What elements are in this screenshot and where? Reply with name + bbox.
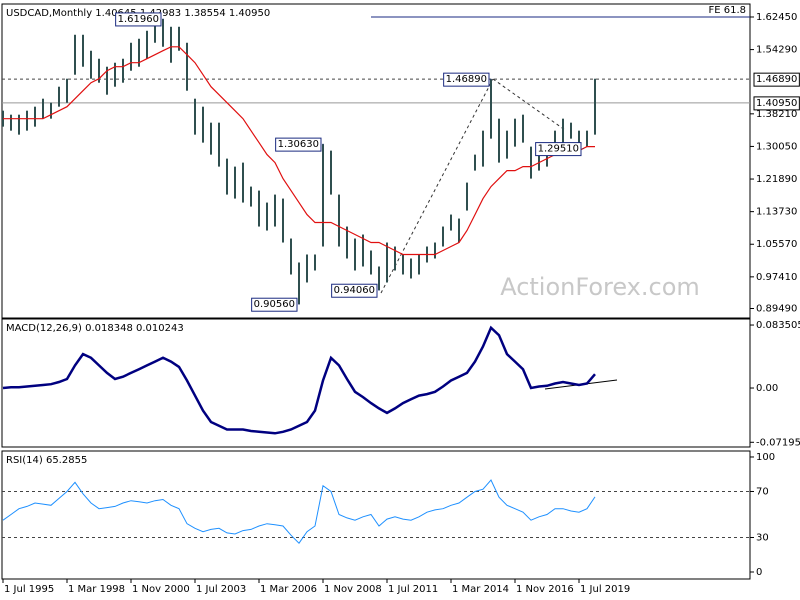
y-tick-label: 0.00 (756, 383, 778, 394)
x-tick-label: 1 Nov 2016 (516, 584, 574, 595)
y-tick-label: 1.30050 (756, 141, 797, 152)
label-box (535, 142, 582, 157)
y-tick-label: 1.05570 (756, 239, 797, 250)
level-label: 1.40950 (756, 98, 797, 109)
x-tick-label: 1 Jul 2011 (388, 584, 438, 595)
indicator-line (2, 479, 596, 544)
annotation-anchor (582, 148, 584, 150)
x-tick-label: 1 Jul 2019 (580, 584, 630, 595)
label-box (251, 297, 298, 312)
y-tick-label: 1.54290 (756, 45, 797, 56)
x-tick-label: 1 Mar 2014 (452, 584, 509, 595)
price-annotation: 1.61960 (118, 14, 159, 25)
y-tick-label: -0.07195 (756, 437, 800, 448)
price-annotation: 1.46890 (446, 74, 487, 85)
moving-average (3, 46, 595, 256)
level-label: 1.46890 (756, 74, 797, 85)
price-annotation: 0.90560 (254, 299, 295, 310)
price-annotation: 1.30630 (278, 139, 319, 150)
y-tick-label: 1.38210 (756, 109, 797, 120)
panel-title: RSI(14) 65.2855 (6, 455, 87, 466)
y-tick-label: 0.89490 (756, 303, 797, 314)
annotation-anchor (378, 289, 380, 291)
annotation-anchor (322, 143, 324, 145)
price-panel (1, 3, 751, 319)
panel-title: MACD(12,26,9) 0.018348 0.010243 (6, 323, 184, 334)
annotation-anchor (490, 78, 492, 80)
rsi-panel (1, 450, 751, 580)
x-tick-label: 1 Jul 2003 (196, 584, 246, 595)
label-box (443, 72, 490, 87)
y-tick-label: 0.083505 (756, 320, 800, 331)
macd-panel (1, 318, 751, 448)
label-box (275, 137, 322, 152)
y-tick-label: 1.62450 (756, 12, 797, 23)
y-tick-label: 30 (756, 532, 769, 543)
fib-label: FE 61.8 (708, 5, 746, 16)
label-box (753, 96, 800, 111)
x-tick-label: 1 Nov 2000 (132, 584, 190, 595)
label-box (331, 283, 378, 298)
price-annotation: 1.29510 (538, 144, 579, 155)
x-tick-label: 1 Mar 1998 (68, 584, 125, 595)
x-tick-label: 1 Jul 1995 (4, 584, 54, 595)
trendline (380, 78, 494, 294)
y-tick-label: 1.21890 (756, 174, 797, 185)
watermark: ActionForex.com (500, 273, 700, 301)
y-tick-label: 0 (756, 567, 762, 578)
y-tick-label: 70 (756, 486, 769, 497)
price-annotation: 0.94060 (334, 285, 375, 296)
label-box (753, 72, 800, 87)
y-tick-label: 1.13730 (756, 207, 797, 218)
trendline (492, 78, 566, 131)
label-box (115, 12, 162, 27)
annotation-anchor (298, 303, 300, 305)
indicator-line (2, 325, 596, 435)
y-tick-label: 0.97410 (756, 272, 797, 283)
annotation-anchor (162, 18, 164, 20)
x-tick-label: 1 Nov 2008 (324, 584, 382, 595)
y-tick-label: 100 (756, 452, 775, 463)
x-tick-label: 1 Mar 2006 (260, 584, 317, 595)
